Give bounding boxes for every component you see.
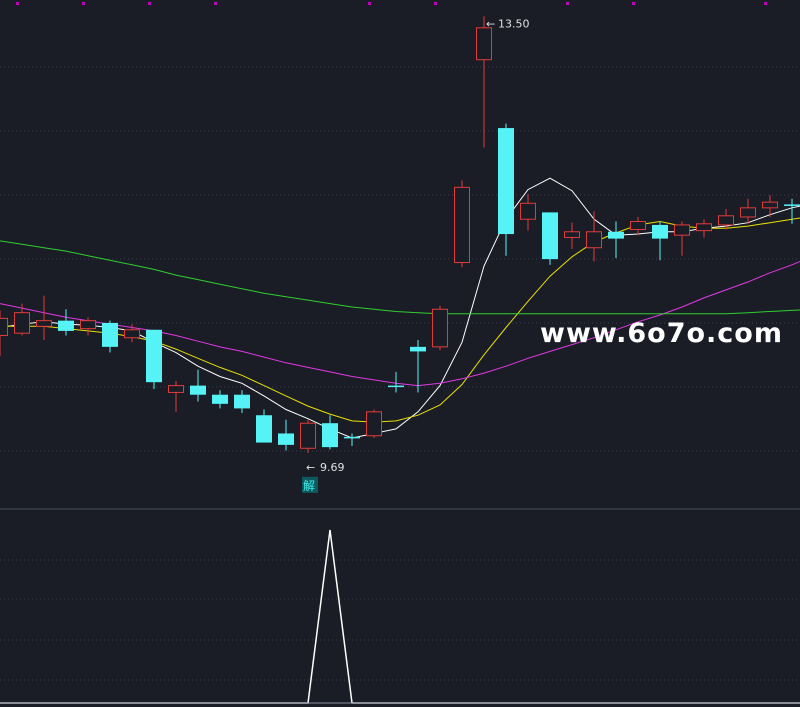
candle-body	[608, 231, 624, 239]
candle-body	[564, 231, 580, 238]
low-price-label: 9.69	[320, 461, 345, 474]
ma-line-0	[0, 177, 800, 439]
candle	[476, 16, 492, 148]
top-marker	[16, 2, 19, 5]
candle	[784, 198, 800, 224]
candle-body	[344, 436, 360, 439]
candle-body	[784, 204, 800, 206]
candle-body	[366, 411, 382, 437]
signal-badge	[302, 476, 318, 493]
candle-body	[14, 312, 30, 334]
candle	[190, 369, 206, 402]
candle-body	[740, 207, 756, 218]
candle-body	[696, 223, 712, 232]
candle	[674, 221, 690, 256]
candle	[652, 221, 668, 261]
candle	[718, 208, 734, 230]
candle-body	[256, 415, 272, 443]
candle-body	[542, 212, 558, 260]
candle	[586, 211, 602, 262]
top-marker	[764, 2, 767, 5]
candle	[344, 433, 360, 446]
candle	[58, 309, 74, 336]
candle	[366, 409, 382, 439]
annotations: 13.50 ← 9.69 ← 解	[302, 17, 530, 493]
top-markers	[16, 2, 767, 5]
candle-body	[190, 385, 206, 395]
candle-body	[102, 322, 118, 347]
candle-body	[476, 27, 492, 61]
candle-body	[652, 224, 668, 239]
top-marker	[148, 2, 151, 5]
candle	[608, 221, 624, 258]
candle	[520, 194, 536, 231]
candle-body	[146, 329, 162, 383]
candlesticks	[0, 16, 800, 453]
candle	[234, 390, 250, 413]
candle	[102, 320, 118, 353]
top-marker	[368, 2, 371, 5]
candle	[300, 419, 316, 453]
candle	[168, 381, 184, 412]
high-price-label: 13.50	[498, 17, 530, 30]
candle	[410, 340, 426, 393]
candle	[630, 216, 646, 236]
candle-body	[388, 385, 404, 388]
candle-body	[0, 317, 8, 336]
candle	[388, 371, 404, 393]
candle	[696, 219, 712, 238]
candle-body	[520, 202, 536, 220]
candle-body	[718, 215, 734, 226]
watermark: www.6o7o.com	[540, 318, 783, 349]
low-arrow: ←	[306, 461, 315, 474]
candle	[454, 180, 470, 268]
candle	[36, 295, 52, 341]
candle-body	[432, 308, 448, 348]
candle-body	[124, 329, 140, 339]
candle	[146, 329, 162, 390]
high-arrow: ←	[486, 17, 495, 30]
candle-body	[234, 394, 250, 409]
candle	[498, 123, 514, 256]
candle	[762, 195, 778, 217]
indicator-panel	[0, 529, 800, 704]
candle-body	[762, 201, 778, 209]
candle	[80, 317, 96, 336]
candle-body	[454, 186, 470, 264]
candle-body	[80, 320, 96, 330]
candle	[740, 198, 756, 224]
candle-body	[278, 433, 294, 445]
candle	[278, 419, 294, 451]
candle	[542, 212, 558, 265]
signal-badge-label: 解	[303, 479, 315, 493]
candle-body	[586, 231, 602, 249]
candle-body	[58, 320, 74, 331]
candle	[212, 390, 228, 409]
top-marker	[566, 2, 569, 5]
candle	[0, 310, 8, 356]
candle-body	[674, 224, 690, 236]
candle-body	[212, 394, 228, 404]
candle	[14, 303, 30, 336]
top-marker	[632, 2, 635, 5]
ma-line-3	[0, 240, 800, 315]
candle	[322, 415, 338, 450]
candle	[124, 324, 140, 343]
candle-body	[498, 128, 514, 235]
candle-body	[410, 346, 426, 352]
candle-body	[36, 320, 52, 327]
candle	[432, 305, 448, 351]
top-marker	[82, 2, 85, 5]
candle	[256, 409, 272, 443]
candle-body	[300, 422, 316, 449]
top-marker	[434, 2, 437, 5]
candle	[564, 222, 580, 249]
candle-body	[168, 385, 184, 393]
candle-body	[322, 423, 338, 448]
candle-body	[630, 221, 646, 230]
top-marker	[214, 2, 217, 5]
